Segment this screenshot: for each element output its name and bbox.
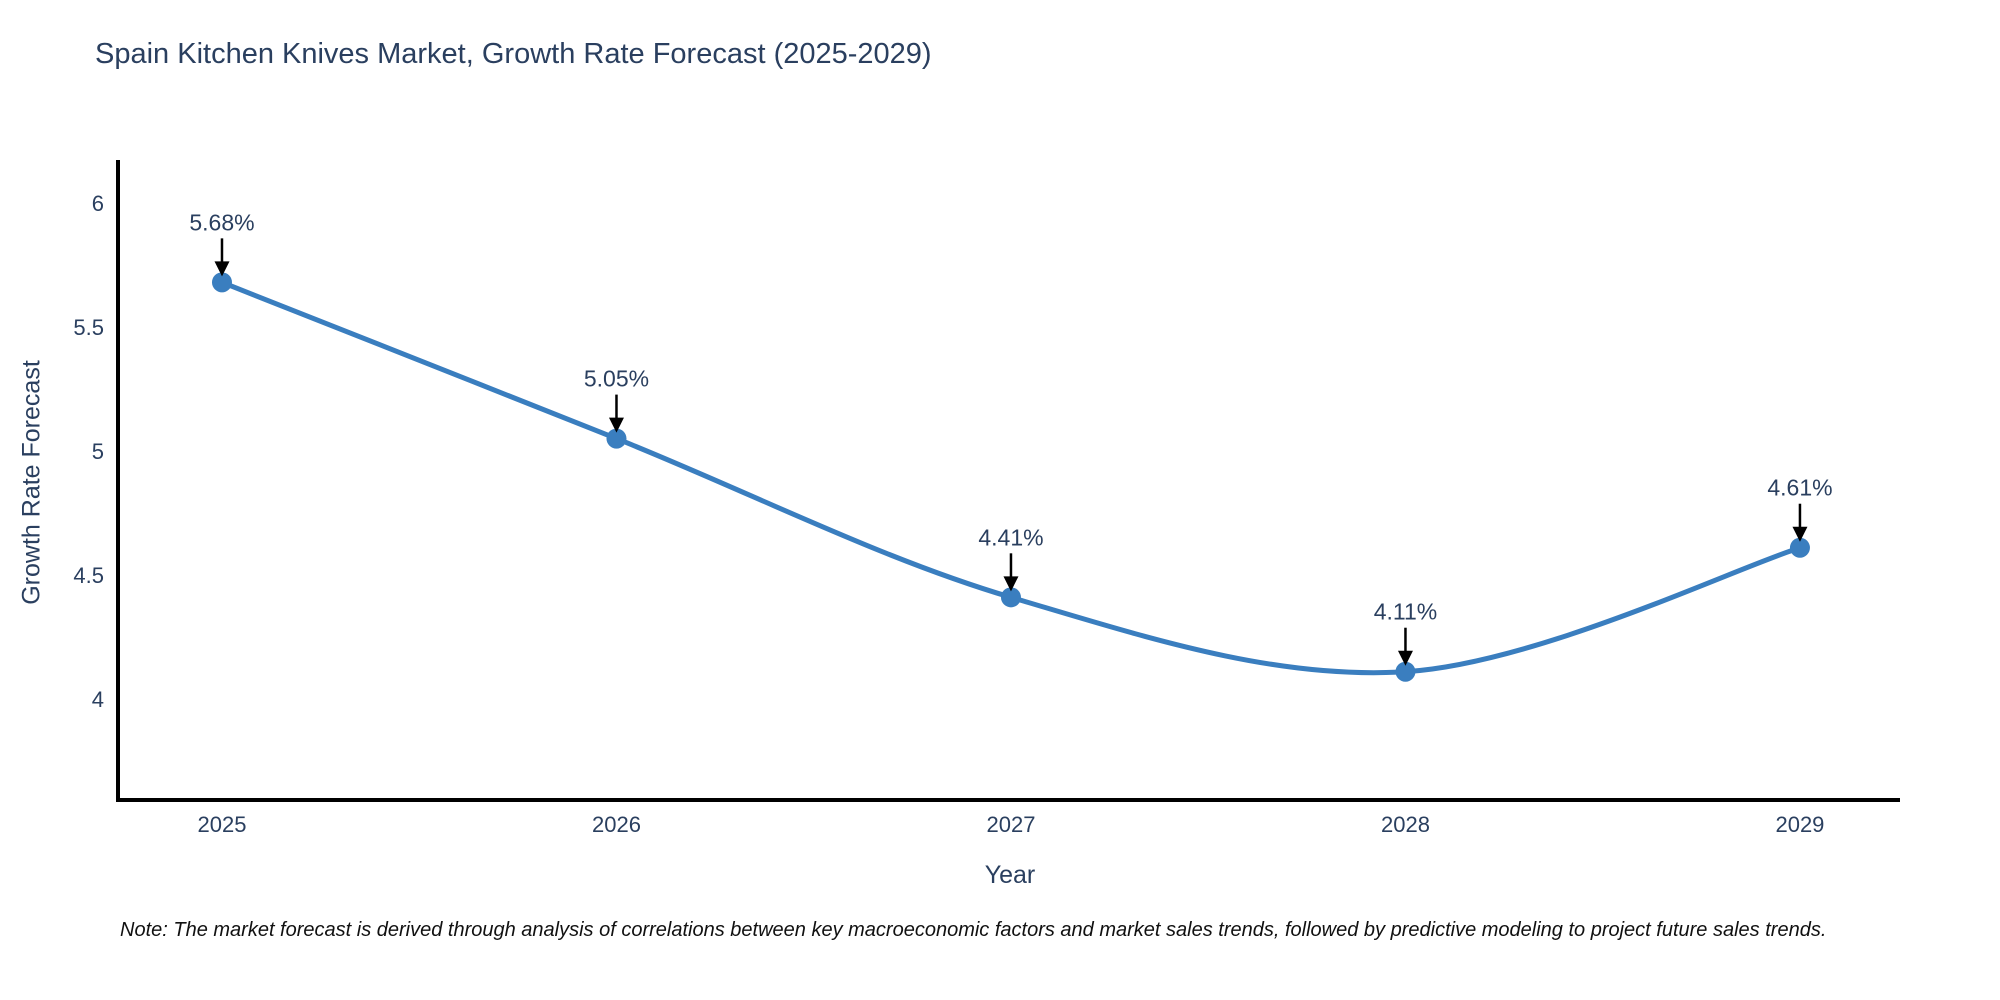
y-tick-label: 6 xyxy=(92,191,104,216)
annotation-label: 4.61% xyxy=(1767,475,1832,501)
annotation-arrowhead xyxy=(1003,576,1019,592)
x-tick-label: 2027 xyxy=(986,812,1035,837)
annotation-label: 5.05% xyxy=(584,366,649,392)
y-tick-label: 5.5 xyxy=(73,315,104,340)
data-point-marker xyxy=(1395,661,1416,682)
annotation-label: 5.68% xyxy=(189,209,254,235)
y-tick-label: 5 xyxy=(92,439,104,464)
x-tick-label: 2025 xyxy=(198,812,247,837)
x-axis-title: Year xyxy=(984,861,1036,889)
footnote: Note: The market forecast is derived thr… xyxy=(120,919,1827,941)
y-axis-title: Growth Rate Forecast xyxy=(17,360,46,605)
annotation-arrowhead xyxy=(1792,526,1808,542)
x-tick-label: 2028 xyxy=(1381,812,1430,837)
annotation-arrowhead xyxy=(1397,650,1413,666)
annotation-label: 4.11% xyxy=(1374,599,1438,625)
annotation-arrowhead xyxy=(214,261,230,277)
data-point-marker xyxy=(606,428,627,449)
data-point-marker xyxy=(211,272,232,293)
data-point-marker xyxy=(1789,537,1810,558)
annotation-arrowhead xyxy=(608,417,624,433)
y-tick-label: 4 xyxy=(92,687,104,712)
annotation-label: 4.41% xyxy=(978,524,1043,550)
x-tick-label: 2026 xyxy=(592,812,641,837)
trend-line xyxy=(221,280,1801,676)
y-tick-label: 4.5 xyxy=(73,563,104,588)
data-point-marker xyxy=(1000,587,1021,608)
x-tick-label: 2029 xyxy=(1775,812,1824,837)
chart-title: Spain Kitchen Knives Market, Growth Rate… xyxy=(95,38,932,70)
